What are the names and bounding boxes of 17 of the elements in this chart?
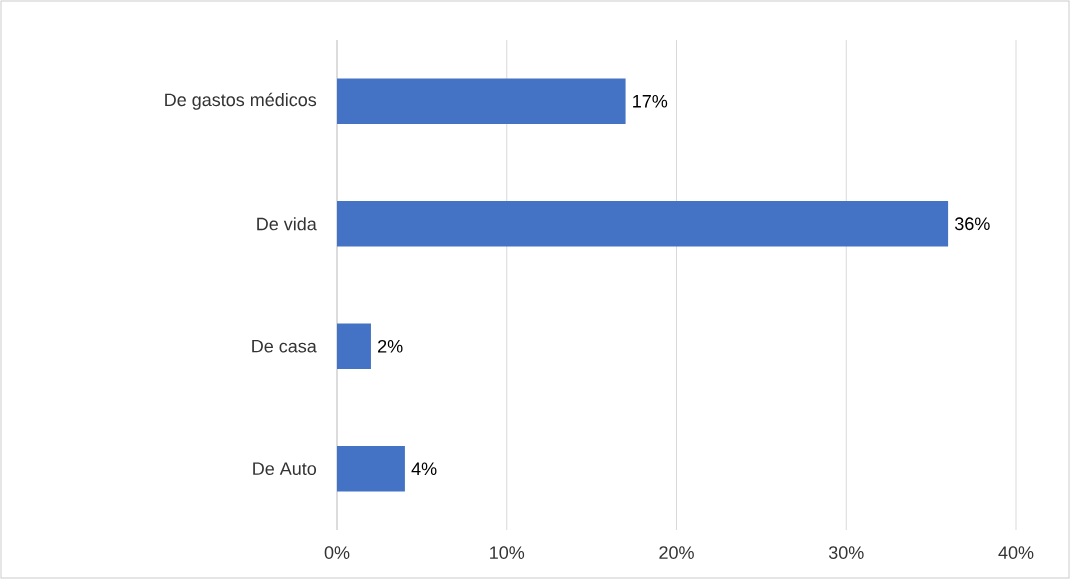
bar xyxy=(337,323,371,369)
y-tick-label: De Auto xyxy=(253,462,317,476)
x-tick-label: 10% xyxy=(490,546,525,559)
bar xyxy=(337,78,626,124)
data-label: 36% xyxy=(955,217,990,231)
y-tick-label: De casa xyxy=(252,339,317,353)
x-tick-label: 40% xyxy=(998,546,1034,559)
bar xyxy=(337,446,405,492)
data-label: 17% xyxy=(633,94,668,108)
y-tick-label: De gastos médicos xyxy=(165,92,317,110)
bar xyxy=(337,201,949,247)
data-label: 4% xyxy=(411,462,437,476)
x-tick-label: 30% xyxy=(828,546,864,559)
x-tick-label: 0% xyxy=(324,546,350,559)
y-tick-label: De vida xyxy=(257,217,317,231)
data-label: 2% xyxy=(378,339,403,353)
x-tick-label: 20% xyxy=(659,546,694,559)
